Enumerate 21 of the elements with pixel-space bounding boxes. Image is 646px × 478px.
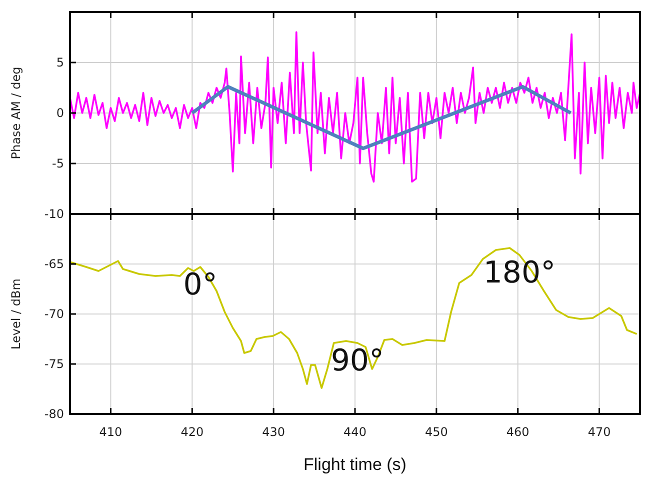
x-tick-label: 440 — [344, 425, 366, 439]
line-series — [69, 247, 638, 389]
y-tick-label: 0 — [56, 106, 64, 120]
y-axis-title: Phase AM / deg — [9, 66, 23, 160]
x-tick-label: 460 — [506, 425, 530, 439]
x-tick-label: 450 — [424, 425, 448, 439]
y-tick-label: -10 — [44, 207, 64, 222]
y-tick-label: 5 — [56, 56, 64, 70]
y-tick-label: -80 — [44, 407, 64, 422]
x-tick-label: 430 — [262, 425, 286, 439]
x-tick-label: 470 — [588, 425, 611, 439]
y-tick-label: -65 — [44, 257, 64, 272]
y-tick-label: -75 — [44, 357, 64, 372]
annotation: 0° — [183, 268, 218, 302]
y-tick-label: -5 — [52, 156, 64, 171]
x-tick-label: 420 — [180, 425, 204, 439]
x-axis-title: Flight time (s) — [304, 455, 406, 474]
x-tick-label: 410 — [99, 425, 122, 439]
line-series — [69, 31, 641, 183]
y-tick-label: -70 — [44, 307, 64, 322]
y-axis-title: Level / dBm — [9, 278, 23, 350]
